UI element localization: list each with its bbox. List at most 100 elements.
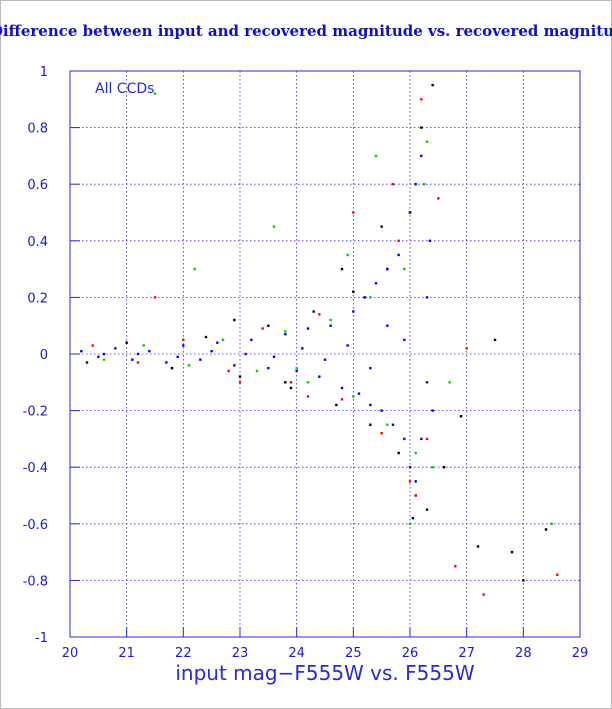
- point: [459, 415, 463, 418]
- point: [363, 296, 366, 299]
- point: [346, 253, 349, 257]
- point: [431, 466, 434, 469]
- point: [448, 381, 451, 384]
- point: [267, 324, 270, 327]
- point: [216, 341, 219, 344]
- x-tick-label: 26: [402, 646, 419, 661]
- y-tick-label: 0.4: [27, 235, 48, 250]
- point: [544, 528, 548, 531]
- point: [428, 239, 432, 242]
- point: [221, 338, 225, 342]
- point: [386, 423, 389, 426]
- y-tick-label: -0.8: [23, 574, 48, 589]
- point: [352, 211, 355, 214]
- point: [403, 338, 406, 342]
- point: [210, 349, 213, 353]
- point: [425, 508, 429, 511]
- point: [233, 364, 236, 367]
- point: [136, 361, 140, 364]
- point: [312, 310, 315, 313]
- plot-frame: [69, 70, 581, 638]
- point: [289, 381, 293, 384]
- point: [510, 550, 514, 554]
- point: [301, 347, 304, 350]
- point: [187, 364, 191, 367]
- point: [465, 347, 468, 350]
- x-tick-label: 27: [458, 646, 475, 661]
- point: [199, 358, 202, 361]
- point: [153, 296, 157, 299]
- point: [369, 423, 372, 426]
- point: [414, 494, 417, 497]
- point: [102, 352, 106, 356]
- point: [374, 154, 378, 158]
- point: [357, 392, 361, 395]
- point: [397, 253, 400, 257]
- x-axis-label: input mag−F555W vs. F555W: [175, 661, 474, 685]
- x-tick-label: 24: [288, 646, 305, 661]
- point: [329, 324, 332, 327]
- point: [306, 381, 310, 384]
- point: [182, 338, 185, 342]
- point: [284, 381, 287, 384]
- point: [425, 140, 429, 143]
- point: [414, 451, 417, 455]
- point: [238, 375, 242, 378]
- point: [420, 437, 423, 441]
- point: [335, 403, 338, 407]
- point: [91, 344, 94, 347]
- point: [408, 522, 412, 525]
- point: [318, 313, 321, 316]
- point: [380, 409, 383, 412]
- point: [340, 398, 344, 401]
- point: [374, 282, 378, 285]
- point: [369, 366, 372, 370]
- y-tick-label: 0.2: [27, 291, 48, 306]
- point: [176, 355, 179, 359]
- point: [306, 395, 310, 398]
- point: [411, 516, 415, 520]
- point: [425, 437, 429, 441]
- x-tick-label: 20: [62, 646, 79, 661]
- point: [414, 183, 417, 186]
- point: [250, 338, 253, 342]
- point: [386, 267, 389, 271]
- point: [170, 366, 174, 370]
- point: [397, 239, 400, 242]
- y-tick-label: 0.8: [27, 122, 48, 137]
- point: [493, 338, 497, 342]
- point: [272, 355, 276, 359]
- point: [414, 480, 417, 483]
- point: [85, 361, 89, 364]
- point: [403, 267, 406, 271]
- point: [261, 327, 264, 330]
- point: [284, 332, 287, 336]
- point: [482, 593, 485, 596]
- chart-title: Difference between input and recovered m…: [0, 22, 612, 40]
- point: [295, 366, 298, 370]
- x-tick-label: 21: [118, 646, 135, 661]
- y-tick-label: 1: [40, 65, 48, 80]
- point: [431, 409, 434, 412]
- point: [437, 197, 440, 200]
- point: [391, 183, 395, 186]
- point: [340, 267, 344, 271]
- point: [272, 225, 276, 228]
- point: [391, 423, 395, 426]
- point: [346, 344, 349, 347]
- point: [369, 403, 372, 407]
- point: [403, 437, 406, 441]
- x-tick-label: 29: [572, 646, 589, 661]
- y-tick-label: -0.6: [23, 518, 48, 533]
- point: [408, 480, 412, 483]
- point: [323, 358, 327, 361]
- point: [233, 318, 236, 322]
- point: [352, 290, 355, 293]
- point: [556, 573, 559, 576]
- point: [340, 386, 344, 390]
- x-tick-label: 23: [232, 646, 249, 661]
- x-tick-label: 25: [345, 646, 362, 661]
